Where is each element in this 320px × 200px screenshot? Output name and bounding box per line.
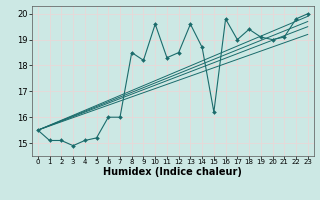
X-axis label: Humidex (Indice chaleur): Humidex (Indice chaleur) [103,167,242,177]
